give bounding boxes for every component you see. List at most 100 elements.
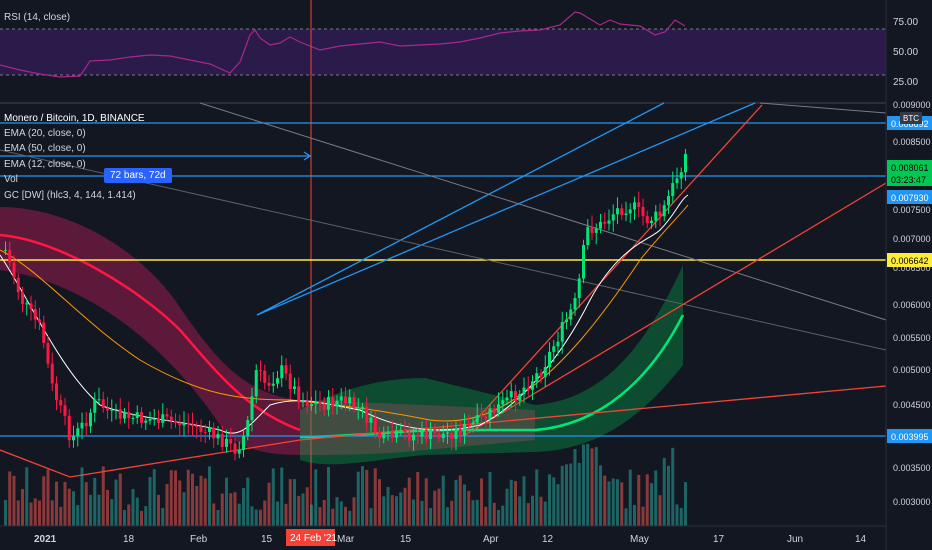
- volume-bar: [620, 482, 624, 526]
- time-tick: 15: [261, 534, 273, 545]
- volume-bar: [63, 481, 67, 526]
- candle-body: [526, 387, 530, 390]
- candle-body: [293, 386, 296, 390]
- candle-body: [628, 209, 632, 214]
- volume-bar: [429, 507, 432, 526]
- volume-bar: [148, 476, 152, 526]
- candle-body: [590, 227, 594, 233]
- volume-bar: [195, 486, 199, 526]
- volume-bar: [658, 495, 662, 526]
- volume-bar: [106, 489, 109, 526]
- ema-orange-line: [0, 204, 689, 422]
- candle-body: [46, 343, 50, 364]
- volume-bar: [458, 475, 462, 526]
- volume-bar: [569, 463, 573, 526]
- candle-body: [314, 401, 318, 405]
- candle-body: [33, 308, 37, 320]
- candle-body: [38, 319, 41, 323]
- volume-bar: [288, 479, 292, 526]
- candle-body: [658, 211, 662, 217]
- candle-body: [93, 399, 97, 413]
- candle-body: [174, 420, 177, 423]
- candle-body: [390, 432, 394, 438]
- candle-body: [101, 399, 105, 408]
- candle-body: [208, 427, 211, 432]
- rsi-line: [0, 11, 686, 78]
- candle-body: [543, 367, 547, 377]
- candle-body: [276, 378, 279, 384]
- volume-bar: [684, 482, 687, 526]
- candle-body: [50, 363, 54, 384]
- candle-body: [429, 429, 432, 439]
- volume-bar: [607, 481, 611, 526]
- volume-bar: [484, 506, 488, 526]
- volume-bar: [356, 471, 360, 526]
- ema-lines: [0, 194, 689, 434]
- candle-body: [118, 409, 122, 419]
- legend-ema-12[interactable]: EMA (12, close, 0): [4, 159, 86, 170]
- ema-white-line: [0, 194, 689, 434]
- candle-body: [433, 429, 437, 434]
- volume-bar: [480, 478, 483, 526]
- volume-bar: [259, 509, 262, 526]
- volume-bar: [127, 504, 131, 526]
- price-tick: 0.007500: [893, 205, 931, 215]
- volume-bar: [250, 506, 254, 526]
- volume-bar: [305, 487, 309, 526]
- candle-body: [412, 434, 415, 441]
- volume-bar: [169, 470, 173, 526]
- volume-bar: [276, 501, 279, 526]
- volume-bar: [509, 479, 513, 526]
- volume-bar: [182, 492, 186, 526]
- currency-badge-text: BTC: [903, 114, 919, 123]
- legend-vol[interactable]: Vol: [4, 174, 18, 185]
- price-axis[interactable]: 75.00 50.00 25.00 0.009000 0.008500 0.00…: [885, 0, 932, 550]
- volume-bar: [114, 479, 118, 526]
- volume-bar: [339, 501, 343, 526]
- candle-body: [110, 409, 114, 411]
- volume-bar: [344, 506, 347, 526]
- volume-bar: [675, 504, 679, 526]
- volume-bar: [603, 475, 607, 526]
- volume-bar: [318, 507, 322, 526]
- volume-bar: [135, 497, 139, 526]
- candle-body: [237, 450, 241, 454]
- volume-bar: [441, 475, 445, 526]
- candle-body: [569, 309, 573, 320]
- volume-bar: [178, 480, 182, 526]
- trendline-red-steep: [464, 104, 763, 433]
- candle-body: [59, 400, 63, 406]
- legend-ema-50[interactable]: EMA (50, close, 0): [4, 143, 86, 154]
- volume-bar: [378, 479, 381, 526]
- symbol-title[interactable]: Monero / Bitcoin, 1D, BINANCE: [4, 113, 145, 124]
- candle-body: [395, 430, 398, 438]
- candle-body: [488, 408, 492, 419]
- volume-bar: [582, 444, 585, 526]
- volume-bar: [671, 447, 675, 526]
- trendlines: [0, 102, 887, 478]
- volume-bar: [497, 509, 500, 526]
- volume-bar: [650, 483, 653, 526]
- candle-body: [25, 303, 29, 305]
- candle-body: [369, 417, 373, 423]
- volume-bar: [254, 509, 258, 526]
- candle-body: [454, 428, 458, 439]
- candle-body: [165, 414, 169, 417]
- legend-gc[interactable]: GC [DW] (hlc3, 4, 144, 1.414): [4, 190, 136, 201]
- time-axis[interactable]: 2021 18 Feb 15 24 Feb '21 Mar 15 Apr 12 …: [34, 529, 867, 546]
- candle-body: [662, 205, 666, 217]
- volume-bar: [161, 507, 165, 526]
- price-tick: 0.009000: [893, 100, 931, 110]
- volume-bar: [361, 466, 364, 526]
- rsi-tick-25: 25.00: [893, 77, 918, 88]
- volume-bar: [565, 464, 568, 526]
- candle-body: [21, 292, 24, 304]
- candle-body: [501, 400, 505, 405]
- price-label-yellow-text: 0.006642: [891, 256, 929, 266]
- gc-band-green: [300, 265, 683, 465]
- candle-body: [603, 221, 607, 224]
- legend-ema-20[interactable]: EMA (20, close, 0): [4, 128, 86, 139]
- candle-body: [458, 428, 462, 436]
- candle-body: [441, 433, 445, 439]
